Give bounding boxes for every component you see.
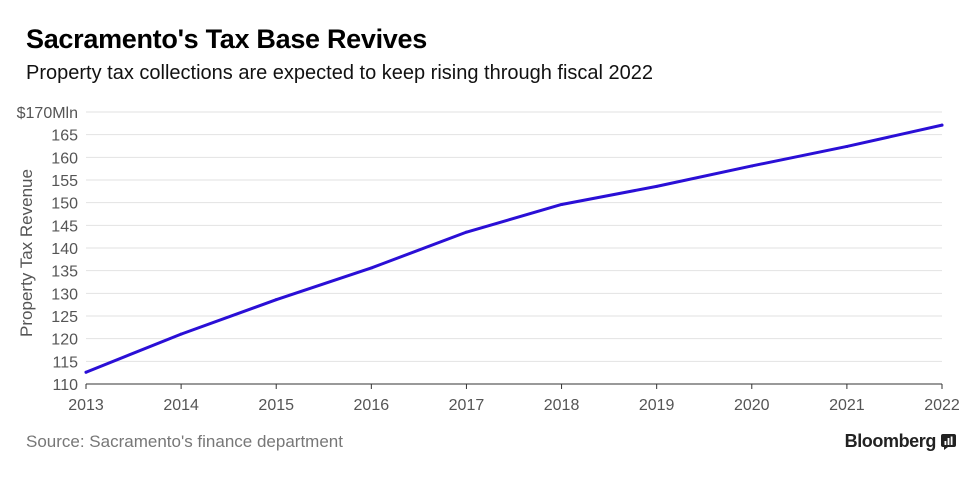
- data-point: [179, 332, 183, 336]
- y-tick-label: 135: [51, 264, 78, 281]
- data-point: [464, 230, 468, 234]
- series-line: [84, 123, 944, 374]
- chart-subtitle: Property tax collections are expected to…: [26, 62, 654, 84]
- x-tick-label: 2019: [639, 397, 675, 414]
- gridlines: [86, 111, 942, 362]
- brand-logo: Bloomberg: [845, 431, 956, 452]
- y-tick-label: 125: [51, 309, 78, 326]
- x-tick-label: 2018: [544, 397, 580, 414]
- data-point: [655, 184, 659, 188]
- x-tick-label: 2015: [258, 397, 294, 414]
- data-point: [274, 298, 278, 302]
- brand-name: Bloomberg: [844, 431, 937, 451]
- x-tick-labels: 2013 2014 2015 2016 2017 2018 2019 2020 2021 2022: [68, 397, 960, 414]
- data-point: [369, 266, 373, 270]
- x-tick-label: 2013: [68, 397, 104, 414]
- x-tick-label: 2017: [449, 397, 485, 414]
- bloomberg-chart-icon: [941, 433, 956, 450]
- y-tick-label: 145: [51, 218, 78, 235]
- y-tick-label: 165: [51, 128, 78, 145]
- y-tick-label: 110: [52, 377, 78, 394]
- y-axis-label: Property Tax Revenue: [17, 169, 36, 337]
- y-tick-label: 120: [51, 332, 78, 349]
- y-tick-label: 150: [51, 196, 78, 213]
- chart-title: Sacramento's Tax Base Revives: [26, 24, 427, 54]
- y-tick-label: 130: [51, 286, 78, 303]
- x-tick-label: 2020: [734, 397, 770, 414]
- data-point: [845, 144, 849, 148]
- x-tick-label: 2022: [924, 397, 960, 414]
- y-tick-label: 155: [51, 173, 78, 190]
- data-point: [560, 202, 564, 206]
- y-tick-label: 115: [52, 354, 78, 371]
- y-tick-labels: 110 115 120 125 130 135 140 145 150 155 160 165 $170…: [17, 105, 78, 394]
- y-tick-label: $170Mln: [17, 105, 78, 122]
- data-point: [84, 370, 88, 374]
- y-tick-label: 160: [51, 150, 78, 167]
- x-tick-label: 2016: [354, 397, 390, 414]
- x-tick-label: 2021: [829, 397, 865, 414]
- axes: [85, 383, 943, 389]
- series-lines: [84, 123, 944, 374]
- source-note: Source: Sacramento's finance department: [26, 432, 343, 451]
- data-point: [940, 123, 944, 127]
- data-point: [750, 164, 754, 168]
- y-tick-label: 140: [51, 241, 78, 258]
- x-tick-label: 2014: [163, 397, 199, 414]
